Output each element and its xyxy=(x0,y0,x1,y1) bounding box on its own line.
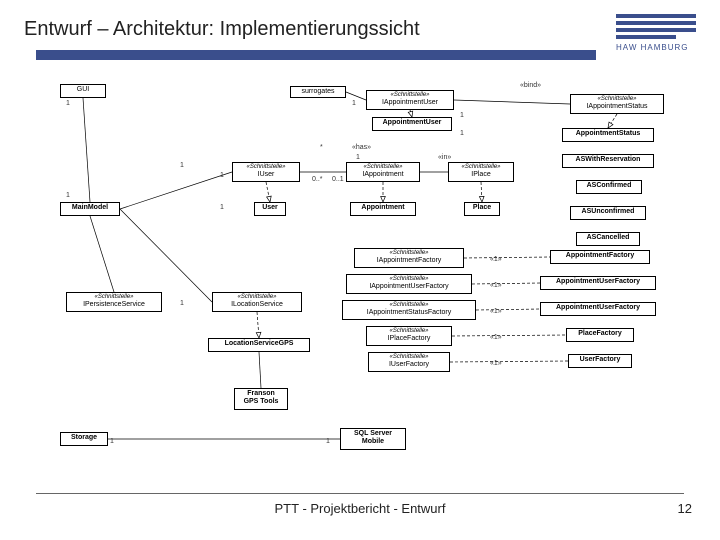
uml-node-iplacefactory: «Schnittstelle»IPlaceFactory xyxy=(366,326,452,346)
uml-node-aswithres: ASWithReservation xyxy=(562,154,654,168)
diagram-label: 0..* xyxy=(312,176,323,183)
diagram-label: «bind» xyxy=(520,82,541,89)
uml-node-iuserfactory: «Schnittstelle»IUserFactory xyxy=(368,352,450,372)
uml-node-iappointment: «Schnittstelle»IAppointment xyxy=(346,162,420,182)
page-title: Entwurf – Architektur: Implementierungss… xyxy=(24,18,420,41)
uml-node-iappfactory: «Schnittstelle»IAppointmentFactory xyxy=(354,248,464,268)
haw-logo: HAW HAMBURG xyxy=(616,14,696,52)
uml-node-ilocation: «Schnittstelle»ILocationService xyxy=(212,292,302,312)
footer-line xyxy=(36,493,684,494)
uml-diagram: GUI surrogates «Schnittstelle»IAppointment… xyxy=(60,72,670,472)
uml-node-locationgps: LocationServiceGPS xyxy=(208,338,310,352)
uml-node-iuser: «Schnittstelle»IUser xyxy=(232,162,300,182)
diagram-label: 1 xyxy=(352,100,356,107)
diagram-label: «1» xyxy=(490,360,502,367)
uml-node-iappstatusfactory: «Schnittstelle»IAppointmentStatusFactory xyxy=(342,300,476,320)
footer-text: PTT - Projektbericht - Entwurf xyxy=(275,501,446,516)
title-underline xyxy=(36,50,596,60)
diagram-label: 1 xyxy=(326,438,330,445)
uml-node-ascancelled: ASCancelled xyxy=(576,232,640,246)
uml-node-appointment: Appointment xyxy=(350,202,416,216)
uml-node-asunconfirmed: ASUnconfirmed xyxy=(570,206,646,220)
uml-node-iappuser: «Schnittstelle»IAppointmentUser xyxy=(366,90,454,110)
diagram-label: «has» xyxy=(352,144,371,151)
diagram-label: 1 xyxy=(460,130,464,137)
diagram-label: 1 xyxy=(110,438,114,445)
uml-node-user: User xyxy=(254,202,286,216)
uml-node-storage: Storage xyxy=(60,432,108,446)
diagram-label: 1 xyxy=(220,172,224,179)
diagram-label: 1 xyxy=(66,192,70,199)
diagram-label: 1 xyxy=(66,100,70,107)
page-number: 12 xyxy=(678,501,692,516)
logo-bars xyxy=(616,14,696,39)
uml-node-iappuserfactory: «Schnittstelle»IAppointmentUserFactory xyxy=(346,274,472,294)
uml-node-appuserfactory: AppointmentUserFactory xyxy=(540,276,656,290)
logo-label: HAW HAMBURG xyxy=(616,43,696,52)
uml-node-place: Place xyxy=(464,202,500,216)
diagram-label: * xyxy=(320,144,323,151)
uml-node-appuser: AppointmentUser xyxy=(372,117,452,131)
uml-node-appfactory: AppointmentFactory xyxy=(550,250,650,264)
uml-node-appuserfactory2: AppointmentUserFactory xyxy=(540,302,656,316)
uml-node-gui: GUI xyxy=(60,84,106,98)
uml-node-appstatus: AppointmentStatus xyxy=(562,128,654,142)
diagram-label: 0..1 xyxy=(332,176,344,183)
diagram-label: 1 xyxy=(180,162,184,169)
uml-node-franson: Franson GPS Tools xyxy=(234,388,288,410)
diagram-label: «1» xyxy=(490,282,502,289)
uml-node-surrogates: surrogates xyxy=(290,86,346,98)
uml-node-placefactory: PlaceFactory xyxy=(566,328,634,342)
uml-node-iappstatus: «Schnittstelle»IAppointmentStatus xyxy=(570,94,664,114)
diagram-label: 1 xyxy=(460,112,464,119)
uml-node-mainmodel: MainModel xyxy=(60,202,120,216)
uml-node-ipersistence: «Schnittstelle»IPersistenceService xyxy=(66,292,162,312)
diagram-label: 1 xyxy=(180,300,184,307)
diagram-label: «1» xyxy=(490,256,502,263)
diagram-label: «in» xyxy=(438,154,451,161)
diagram-label: «1» xyxy=(490,308,502,315)
uml-node-userfactory: UserFactory xyxy=(568,354,632,368)
uml-node-sqlserver: SQL Server Mobile xyxy=(340,428,406,450)
diagram-label: 1 xyxy=(356,154,360,161)
diagram-label: 1 xyxy=(220,204,224,211)
diagram-label: «1» xyxy=(490,334,502,341)
uml-node-iplace: «Schnittstelle»IPlace xyxy=(448,162,514,182)
uml-node-asconfirmed: ASConfirmed xyxy=(576,180,642,194)
